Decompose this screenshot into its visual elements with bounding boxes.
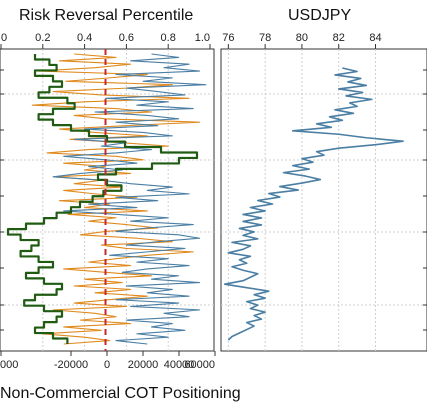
left-series-group [6,53,207,345]
right-top-tick-label-2: 80 [296,32,308,44]
left-top-tick-label-4: 0.8 [161,32,176,44]
right-panel: 76 78 80 82 84 [220,32,427,352]
left-y-axis-ticks [0,69,4,331]
left-bottom-tick-label-0: 000 [0,359,18,371]
left-bottom-tick-label-1: -20000 [54,359,88,371]
left-bottom-tick-label-2: 0 [104,359,110,371]
left-bottom-tick-label-5: 60000 [184,359,215,371]
series-line-percentile_a [31,53,201,345]
right-top-tick-label-1: 78 [259,32,271,44]
right-series-group [223,67,404,341]
left-bottom-tick-label-3: 20000 [128,359,159,371]
right-top-tick-label-4: 84 [369,32,381,44]
series-line-usdjpy [223,67,404,341]
left-top-tick-label-3: 0.6 [119,32,134,44]
right-top-tick-label-3: 82 [333,32,345,44]
left-panel: 0 0.2 0.4 0.6 0.8 1.0 000 -20000 0 20000 40000600… [0,32,216,371]
left-top-tick-label-0: 0 [1,32,7,44]
left-top-tick-label-2: 0.4 [77,32,92,44]
left-top-axis: 0 0.2 0.4 0.6 0.8 1.0 [0,32,211,49]
left-bottom-tick-label-4: 40000 [164,359,195,371]
right-top-tick-label-0: 76 [222,32,234,44]
series-line-percentile_b [52,53,207,345]
left-top-tick-label-5: 1.0 [195,32,210,44]
right-panel-frame [220,48,427,352]
series-line-cot [6,54,199,344]
right-panel-title: USDJPY [288,7,351,24]
right-grid [221,49,427,351]
bottom-axis-label: Non-Commercial COT Positioning [0,385,241,402]
left-top-tick-label-1: 0.2 [35,32,50,44]
left-panel-title: Risk Reversal Percentile [19,7,193,24]
right-top-axis: 76 78 80 82 84 [222,32,427,331]
